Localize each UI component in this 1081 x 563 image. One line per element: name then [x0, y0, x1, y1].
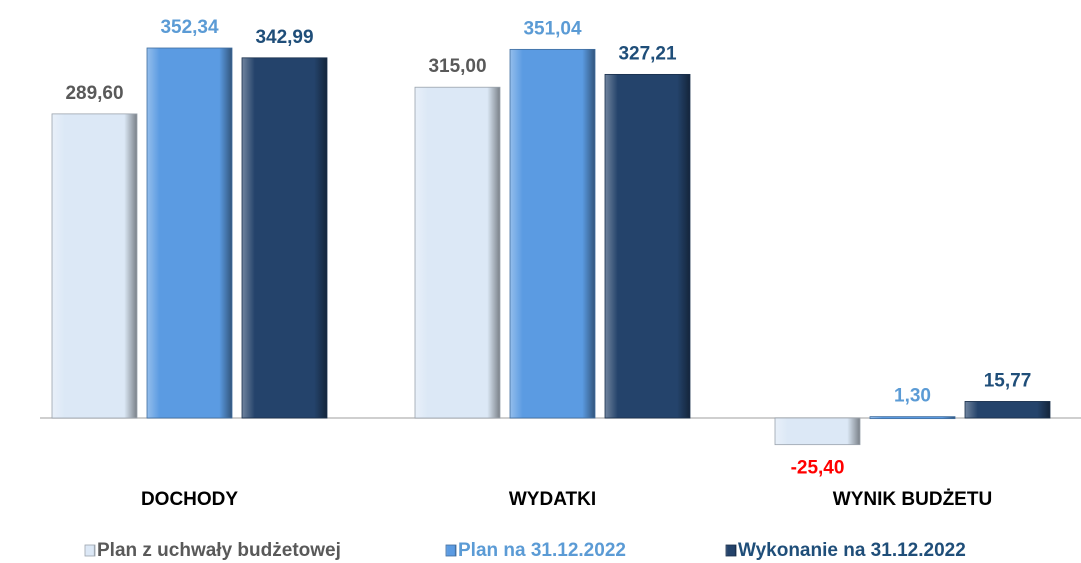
- legend-marker: [84, 544, 96, 557]
- category-label: WYNIK BUDŻETU: [833, 489, 992, 510]
- legend-label: Plan na 31.12.2022: [458, 540, 626, 561]
- legend-label: Wykonanie na 31.12.2022: [738, 540, 966, 561]
- value-label: 351,04: [523, 18, 582, 39]
- value-label: 342,99: [255, 27, 313, 48]
- bar: [964, 401, 1051, 419]
- legend-label: Plan z uchwały budżetowej: [97, 540, 341, 561]
- value-label: 15,77: [984, 370, 1032, 391]
- bar: [51, 113, 138, 419]
- value-label: 315,00: [428, 56, 486, 77]
- bar: [869, 416, 956, 420]
- bar: [414, 86, 501, 419]
- bar: [774, 417, 861, 446]
- category-label: WYDATKI: [509, 489, 596, 510]
- legend-marker: [725, 544, 737, 557]
- value-label: 289,60: [65, 83, 123, 104]
- value-label: 352,34: [160, 17, 219, 38]
- legend-marker: [445, 544, 457, 557]
- bar: [604, 73, 691, 419]
- bar: [509, 48, 596, 419]
- value-label: 327,21: [618, 43, 677, 64]
- value-label: 1,30: [894, 386, 931, 407]
- bar: [146, 47, 233, 419]
- bar: [241, 57, 328, 419]
- value-label: -25,40: [791, 458, 845, 479]
- category-label: DOCHODY: [141, 489, 238, 510]
